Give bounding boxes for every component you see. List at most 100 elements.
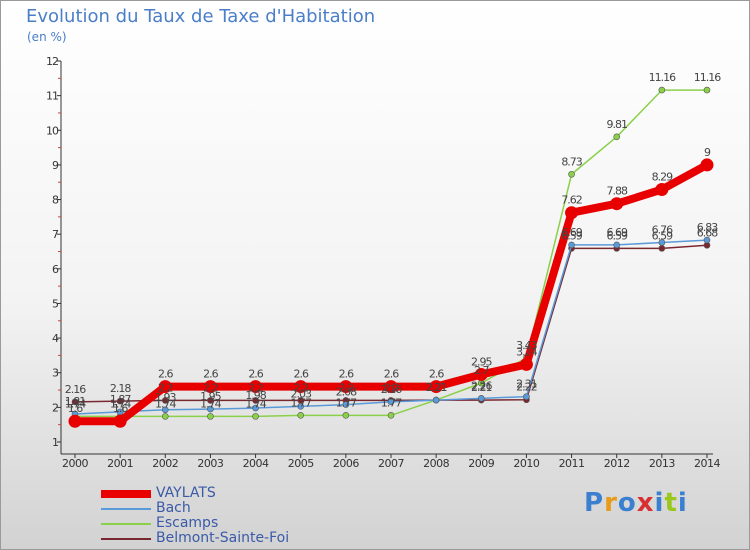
data-point-bach <box>342 401 350 408</box>
legend-swatch-belmont-sainte-foi <box>101 538 151 540</box>
y-tick-label: 3 <box>52 367 59 380</box>
data-label-vaylats: 2.6 <box>203 368 218 381</box>
chart-title: Evolution du Taux de Taxe d'Habitation <box>26 6 376 27</box>
data-point-bach <box>477 395 485 402</box>
logo-letter: i <box>654 488 665 518</box>
data-label-bach: 1.81 <box>65 395 86 408</box>
y-tick-label: 5 <box>52 297 59 310</box>
data-point-bach <box>568 241 575 249</box>
data-label-bach: 6.83 <box>697 221 718 234</box>
data-label-belmont-sainte-foi: 6.59 <box>561 229 582 242</box>
data-label-vaylats: 7.88 <box>606 185 627 198</box>
data-point-vaylats <box>474 367 488 381</box>
data-label-belmont-sainte-foi: 2.21 <box>426 381 447 394</box>
data-label-escamps: 1.74 <box>65 397 86 410</box>
data-point-escamps <box>207 413 214 420</box>
data-point-vaylats <box>339 380 353 394</box>
y-tick-label: 12 <box>46 55 58 68</box>
data-label-vaylats: 9 <box>704 146 711 159</box>
data-label-vaylats: 2.6 <box>158 368 173 381</box>
data-label-bach: 6.69 <box>561 226 582 239</box>
data-label-bach: 1.95 <box>200 390 221 403</box>
y-tick-label: 4 <box>52 332 59 345</box>
data-label-belmont-sainte-foi: 2.18 <box>110 382 131 395</box>
data-point-bach <box>523 393 530 400</box>
data-label-bach: 2.21 <box>426 381 447 394</box>
data-point-bach <box>297 403 305 410</box>
data-point-bach <box>207 405 214 413</box>
data-point-vaylats <box>203 380 217 394</box>
data-label-vaylats: 1.6 <box>68 402 83 415</box>
x-tick-label: 2009 <box>468 457 494 470</box>
data-point-belmont-sainte-foi <box>658 245 666 252</box>
logo-letter: i <box>677 488 688 518</box>
data-point-vaylats <box>113 414 127 428</box>
data-point-vaylats <box>655 183 669 197</box>
data-point-escamps <box>297 412 305 419</box>
data-point-belmont-sainte-foi <box>252 397 259 404</box>
data-label-escamps: 3.43 <box>516 339 537 352</box>
data-label-bach: 1.87 <box>110 393 131 406</box>
legend-swatch-vaylats <box>101 490 151 498</box>
data-label-bach: 6.76 <box>652 223 673 236</box>
data-point-escamps <box>252 413 259 420</box>
logo-letter: o <box>617 488 637 518</box>
x-tick-label: 2006 <box>333 457 359 470</box>
x-tick-label: 2005 <box>288 457 314 470</box>
legend-label-bach: Bach <box>156 500 191 516</box>
x-tick-label: 2010 <box>513 457 539 470</box>
data-label-belmont-sainte-foi: 6.59 <box>606 229 627 242</box>
data-label-escamps: 1.77 <box>381 396 402 409</box>
data-label-escamps: 8.73 <box>561 155 582 168</box>
y-tick-label: 6 <box>52 263 59 276</box>
x-tick-label: 2013 <box>649 457 675 470</box>
data-label-vaylats: 2.6 <box>429 368 444 381</box>
y-tick-label: 7 <box>52 228 59 241</box>
legend-label-escamps: Escamps <box>156 515 219 531</box>
y-tick-label: 2 <box>52 401 58 414</box>
data-point-vaylats <box>429 380 443 394</box>
data-point-bach <box>658 239 666 246</box>
x-tick-label: 2007 <box>378 457 404 470</box>
data-label-escamps: 11.16 <box>694 71 721 84</box>
data-point-vaylats <box>158 380 172 394</box>
y-tick-label: 11 <box>46 90 58 103</box>
data-label-belmont-sainte-foi: 2.2 <box>158 381 173 394</box>
data-label-belmont-sainte-foi: 2.2 <box>203 381 218 394</box>
data-label-escamps: 11.16 <box>649 71 676 84</box>
data-point-bach <box>613 241 621 249</box>
data-label-belmont-sainte-foi: 2.2 <box>384 381 399 394</box>
data-label-vaylats: 1.6 <box>113 402 128 415</box>
data-point-vaylats <box>565 206 579 220</box>
data-label-escamps: 1.74 <box>245 397 266 410</box>
x-tick-label: 2003 <box>197 457 223 470</box>
legend-label-belmont-sainte-foi: Belmont-Sainte-Foi <box>156 530 290 546</box>
x-tick-label: 2012 <box>604 457 630 470</box>
data-label-escamps: 9.81 <box>606 118 627 131</box>
legend-swatch-escamps <box>101 523 151 525</box>
data-point-bach <box>252 404 259 412</box>
logo-letter: x <box>636 488 655 518</box>
data-label-bach: 2.03 <box>290 387 311 400</box>
data-label-belmont-sainte-foi: 2.2 <box>339 381 354 394</box>
data-point-escamps <box>161 413 169 420</box>
chart-subtitle: (en %) <box>27 30 67 44</box>
data-label-vaylats: 2.6 <box>384 368 399 381</box>
data-label-escamps: 2.21 <box>426 381 447 394</box>
data-point-bach <box>161 406 169 414</box>
y-tick-label: 1 <box>52 436 58 449</box>
data-label-escamps: 1.74 <box>110 397 131 410</box>
data-label-bach: 1.98 <box>245 389 266 402</box>
proxiti-logo: Proxiti <box>584 488 688 518</box>
x-tick-label: 2001 <box>107 457 133 470</box>
data-point-vaylats <box>384 380 398 394</box>
data-point-belmont-sainte-foi <box>207 397 214 404</box>
x-tick-label: 2004 <box>243 457 269 470</box>
y-tick-label: 9 <box>52 159 59 172</box>
data-point-belmont-sainte-foi <box>71 398 79 406</box>
data-label-belmont-sainte-foi: 2.21 <box>471 381 492 394</box>
data-label-belmont-sainte-foi: 2.22 <box>516 381 537 394</box>
data-point-vaylats <box>249 380 263 394</box>
